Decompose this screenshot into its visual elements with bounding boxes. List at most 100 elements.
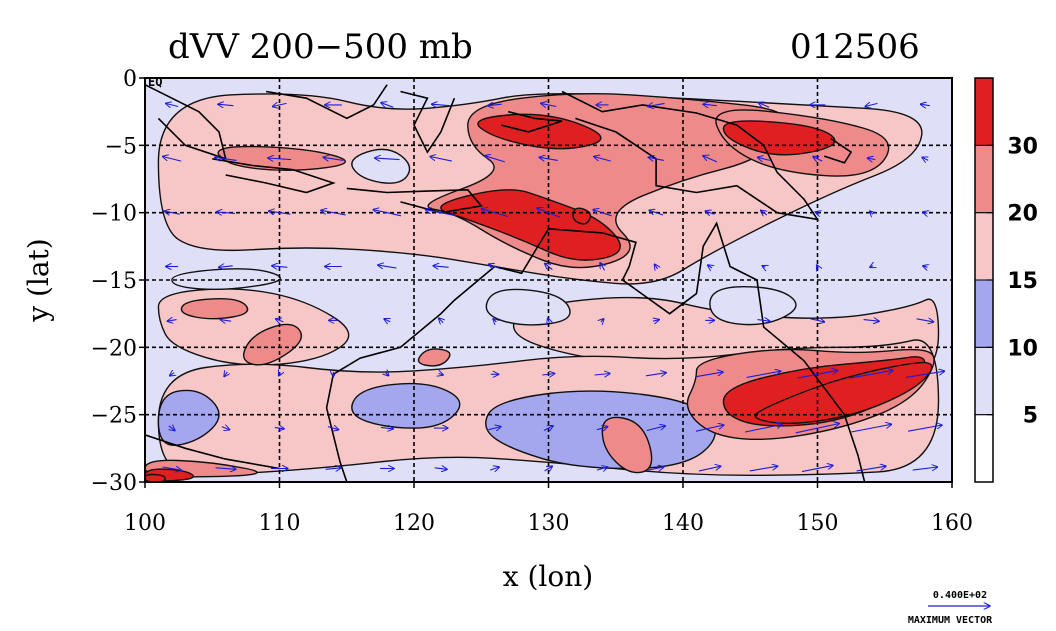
wind-vector bbox=[705, 211, 715, 214]
wind-vector bbox=[758, 103, 770, 108]
wind-vector bbox=[542, 374, 554, 376]
x-tick-label: 150 bbox=[797, 511, 839, 536]
x-tick-label: 120 bbox=[393, 511, 435, 536]
contour-region-16 bbox=[417, 348, 451, 367]
wind-vector bbox=[539, 157, 558, 160]
wind-vector bbox=[870, 211, 873, 214]
coastline-5 bbox=[501, 110, 563, 133]
wind-vector bbox=[279, 373, 281, 376]
colorbar-tick-label: 30 bbox=[1007, 134, 1038, 159]
wind-vector bbox=[219, 266, 233, 268]
wind-vector bbox=[433, 266, 449, 268]
colorbar-bin bbox=[974, 144, 994, 214]
wind-vector bbox=[321, 210, 346, 216]
wind-vector bbox=[601, 319, 604, 322]
wind-vector bbox=[856, 466, 886, 472]
wind-vector bbox=[594, 374, 611, 376]
x-tick-label: 130 bbox=[528, 511, 570, 536]
wind-vector bbox=[378, 265, 397, 268]
y-axis-ticks: 0 −5 −10 −15 −20 −25 −30 bbox=[91, 67, 145, 496]
x-axis-label: x (lon) bbox=[503, 560, 593, 593]
colorbar-tick-label: 20 bbox=[1007, 202, 1038, 227]
wind-vector bbox=[541, 103, 557, 106]
x-tick-label: 100 bbox=[124, 511, 166, 536]
wind-vector bbox=[810, 319, 825, 322]
y-tick-label: −30 bbox=[91, 471, 137, 496]
wind-vector bbox=[164, 211, 180, 214]
wind-vector bbox=[744, 424, 782, 433]
contour-region-5 bbox=[485, 390, 716, 470]
colorbar-bin bbox=[974, 77, 994, 146]
wind-vector bbox=[430, 157, 452, 162]
wind-vector bbox=[167, 320, 177, 322]
wind-vector bbox=[327, 427, 339, 430]
wind-vector bbox=[596, 427, 608, 430]
wind-vector bbox=[749, 466, 778, 472]
wind-vector bbox=[849, 370, 893, 379]
wind-vector bbox=[596, 467, 608, 470]
contour-region-21 bbox=[722, 120, 836, 156]
colorbar-bin bbox=[974, 212, 994, 281]
x-axis-ticks: 100 110 120 130 140 150 160 bbox=[124, 482, 973, 536]
wind-vector bbox=[325, 468, 342, 470]
wind-vector bbox=[762, 266, 765, 268]
wind-vector bbox=[795, 424, 839, 434]
wind-vector bbox=[425, 210, 457, 217]
wind-vector bbox=[537, 208, 561, 218]
wind-vector bbox=[380, 427, 393, 429]
y-tick-label: −10 bbox=[91, 202, 137, 227]
wind-vector bbox=[169, 426, 175, 431]
wind-vector bbox=[268, 158, 292, 160]
x-tick-label: 140 bbox=[662, 511, 704, 536]
y-axis-label: y (lat) bbox=[22, 238, 55, 322]
wind-vector bbox=[432, 104, 451, 106]
wind-vector bbox=[489, 467, 499, 470]
wind-vector bbox=[863, 320, 880, 322]
wind-vector bbox=[323, 157, 344, 160]
wind-vector bbox=[272, 266, 288, 268]
wind-vector bbox=[489, 264, 502, 270]
wind-vector bbox=[384, 319, 390, 322]
colorbar-bin bbox=[974, 414, 994, 483]
wind-vector bbox=[817, 265, 819, 268]
wind-vector bbox=[600, 263, 605, 271]
wind-vector bbox=[813, 157, 823, 162]
coastline-3 bbox=[265, 84, 388, 120]
coastline-4 bbox=[400, 90, 456, 154]
wind-vector bbox=[593, 210, 612, 217]
wind-vector bbox=[543, 426, 553, 431]
wind-vector bbox=[274, 427, 284, 429]
wind-vector bbox=[645, 373, 666, 376]
x-tick-label: 160 bbox=[931, 511, 973, 536]
wind-vector bbox=[375, 158, 400, 160]
coastline-6 bbox=[561, 90, 820, 221]
contour-region-14 bbox=[180, 297, 249, 320]
contour-region-27 bbox=[145, 473, 166, 482]
y-tick-label: 0 bbox=[123, 67, 137, 92]
wind-vector bbox=[761, 210, 767, 215]
wind-vector bbox=[851, 424, 891, 433]
wind-vector bbox=[746, 371, 781, 378]
coastline-9 bbox=[325, 228, 550, 482]
wind-vector bbox=[548, 318, 550, 323]
contour-region-25 bbox=[572, 207, 592, 225]
wind-vector bbox=[905, 371, 945, 378]
wind-vector bbox=[797, 370, 837, 379]
wind-vector bbox=[757, 320, 770, 322]
colorbar-tick-label: 10 bbox=[1007, 336, 1038, 361]
wind-vector bbox=[439, 374, 444, 376]
wind-vector bbox=[703, 156, 718, 163]
chart-title: dVV 200−500 mb bbox=[168, 27, 473, 67]
colorbar: 5 10 15 20 30 bbox=[974, 77, 1038, 483]
wind-vector bbox=[170, 373, 175, 376]
contour-region-20 bbox=[477, 113, 602, 150]
wind-vector bbox=[273, 103, 287, 106]
wind-vector bbox=[224, 372, 227, 377]
wind-vector bbox=[758, 157, 771, 160]
wind-vector bbox=[815, 212, 820, 214]
y-tick-label: −25 bbox=[91, 404, 137, 429]
wind-vector bbox=[276, 319, 284, 322]
colorbar-tick-label: 5 bbox=[1023, 404, 1038, 429]
coastline-0 bbox=[145, 83, 227, 161]
wind-vector bbox=[493, 319, 496, 322]
